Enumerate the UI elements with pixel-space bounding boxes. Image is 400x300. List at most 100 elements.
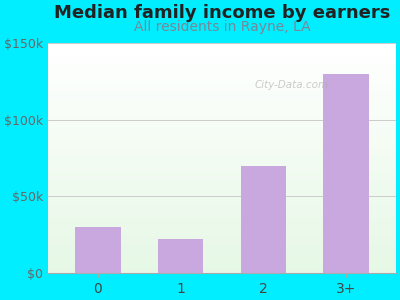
- Bar: [48, 222, 396, 225]
- Text: City-Data.com: City-Data.com: [254, 80, 328, 89]
- Bar: [48, 190, 396, 192]
- Bar: [48, 89, 396, 92]
- Text: All residents in Rayne, LA: All residents in Rayne, LA: [134, 20, 310, 34]
- Bar: [48, 195, 396, 197]
- Bar: [48, 174, 396, 176]
- Bar: [48, 119, 396, 121]
- Bar: [48, 229, 396, 232]
- Bar: [48, 64, 396, 66]
- Bar: [48, 271, 396, 273]
- Bar: [48, 156, 396, 158]
- Bar: [48, 128, 396, 130]
- Bar: [48, 75, 396, 78]
- Bar: [48, 121, 396, 124]
- Title: Median family income by earners: Median family income by earners: [54, 4, 390, 22]
- Bar: [48, 61, 396, 64]
- Bar: [48, 232, 396, 234]
- Bar: [48, 225, 396, 227]
- Bar: [48, 142, 396, 144]
- Bar: [48, 213, 396, 215]
- Bar: [48, 140, 396, 142]
- Bar: [48, 133, 396, 135]
- Bar: [48, 96, 396, 98]
- Bar: [48, 181, 396, 183]
- Bar: [48, 206, 396, 208]
- Bar: [48, 68, 396, 71]
- Bar: [48, 73, 396, 75]
- Bar: [48, 215, 396, 218]
- Bar: [48, 124, 396, 126]
- Bar: [48, 78, 396, 80]
- Bar: [48, 163, 396, 165]
- Bar: [48, 266, 396, 268]
- Bar: [48, 172, 396, 174]
- Bar: [48, 153, 396, 156]
- Bar: [48, 55, 396, 57]
- Bar: [48, 250, 396, 252]
- Bar: [48, 100, 396, 103]
- Bar: [48, 80, 396, 82]
- Bar: [48, 261, 396, 264]
- Bar: [48, 94, 396, 96]
- Bar: [48, 185, 396, 188]
- Bar: [48, 264, 396, 266]
- Bar: [48, 130, 396, 133]
- Bar: [48, 110, 396, 112]
- Bar: [48, 149, 396, 151]
- Bar: [48, 238, 396, 241]
- Bar: [48, 126, 396, 128]
- Bar: [48, 211, 396, 213]
- Bar: [48, 50, 396, 52]
- Bar: [48, 43, 396, 46]
- Bar: [48, 137, 396, 140]
- Bar: [48, 192, 396, 195]
- Bar: [48, 199, 396, 202]
- Bar: [241, 166, 286, 273]
- Bar: [48, 71, 396, 73]
- Bar: [158, 239, 203, 273]
- Bar: [48, 167, 396, 170]
- Bar: [48, 188, 396, 190]
- Bar: [48, 103, 396, 105]
- Bar: [48, 105, 396, 107]
- Bar: [48, 236, 396, 239]
- Bar: [48, 227, 396, 229]
- Bar: [48, 144, 396, 146]
- Bar: [48, 135, 396, 137]
- Bar: [48, 220, 396, 222]
- Bar: [48, 112, 396, 114]
- Bar: [48, 87, 396, 89]
- Bar: [48, 204, 396, 206]
- Bar: [48, 245, 396, 248]
- Bar: [48, 151, 396, 153]
- Bar: [48, 248, 396, 250]
- Bar: [48, 66, 396, 68]
- Bar: [48, 114, 396, 117]
- Bar: [48, 92, 396, 94]
- Bar: [48, 234, 396, 236]
- Bar: [48, 48, 396, 50]
- Bar: [48, 158, 396, 160]
- Bar: [323, 74, 369, 273]
- Bar: [48, 46, 396, 48]
- Bar: [48, 52, 396, 55]
- Bar: [48, 183, 396, 185]
- Bar: [48, 160, 396, 163]
- Bar: [48, 252, 396, 254]
- Bar: [48, 218, 396, 220]
- Bar: [48, 179, 396, 181]
- Bar: [48, 197, 396, 199]
- Bar: [48, 208, 396, 211]
- Bar: [48, 82, 396, 85]
- Bar: [48, 241, 396, 243]
- Bar: [48, 165, 396, 167]
- Bar: [48, 259, 396, 261]
- Bar: [48, 202, 396, 204]
- Bar: [48, 257, 396, 259]
- Bar: [48, 57, 396, 59]
- Bar: [48, 85, 396, 87]
- Bar: [48, 107, 396, 110]
- Bar: [48, 243, 396, 245]
- Bar: [75, 227, 120, 273]
- Bar: [48, 268, 396, 271]
